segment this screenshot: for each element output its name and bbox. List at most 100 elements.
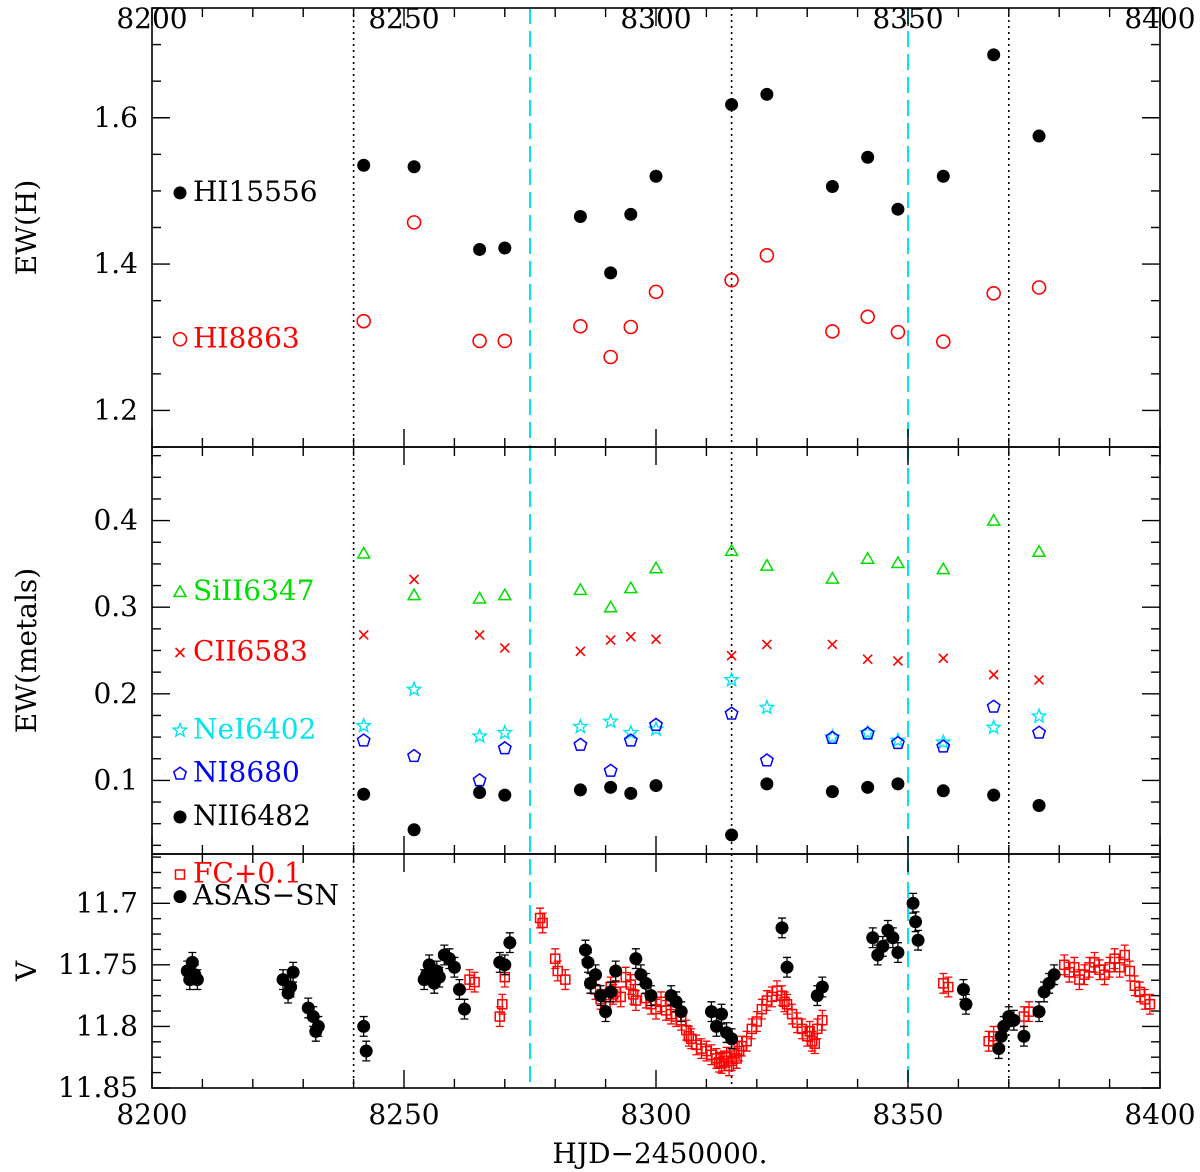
marker-shape (1031, 544, 1047, 558)
marker-shape (936, 784, 950, 798)
marker-shape (630, 995, 642, 1006)
marker-shape (751, 1016, 763, 1027)
marker-shape (573, 737, 588, 751)
data-point (1032, 799, 1046, 813)
marker-shape (759, 753, 774, 767)
data-point (934, 733, 952, 750)
marker-shape (1114, 962, 1125, 973)
data-point (741, 1035, 752, 1047)
data-point (759, 753, 774, 767)
data-point (759, 248, 775, 263)
data-point (861, 780, 875, 794)
data-point (581, 955, 595, 969)
data-point (625, 631, 636, 642)
marker-shape (311, 1019, 325, 1033)
marker-shape (407, 160, 421, 174)
marker-shape (648, 560, 664, 574)
marker-shape (622, 723, 640, 741)
data-point (560, 974, 571, 985)
x-tick-label-top: 8300 (620, 2, 691, 35)
marker-shape (891, 946, 905, 960)
data-point (648, 560, 664, 574)
data-point (357, 1019, 371, 1033)
data-point (986, 286, 1001, 301)
marker-shape (286, 965, 300, 979)
marker-shape (909, 915, 923, 929)
error-bar (1145, 993, 1154, 1015)
data-point (890, 324, 906, 340)
marker-shape (731, 1053, 742, 1064)
marker-shape (724, 543, 739, 557)
marker-shape (890, 324, 906, 340)
marker-shape (1031, 725, 1047, 739)
marker-shape (624, 207, 638, 221)
marker-shape (986, 699, 1001, 713)
data-point (498, 241, 512, 255)
marker-shape (779, 996, 790, 1008)
series-FC+0.1 (464, 907, 1156, 1077)
marker-shape (432, 970, 446, 984)
legend-label: SiII6347 (193, 574, 315, 607)
data-point (724, 272, 739, 288)
data-point (683, 1031, 695, 1042)
marker-shape (473, 242, 487, 256)
data-point (432, 970, 446, 984)
marker-shape (457, 1002, 471, 1016)
series-NI8680 (356, 699, 1047, 787)
marker-shape (173, 810, 187, 824)
axis-ticks: 1.2 1.4 1.6 EW(H) 0.1 0.2 0.3 0.4 EW(metals) 11.7… (10, 2, 1196, 1131)
marker-shape (936, 169, 950, 183)
marker-shape (497, 587, 513, 601)
marker-shape (603, 349, 618, 365)
data-point (825, 730, 840, 744)
data-point (549, 953, 561, 964)
data-point (473, 786, 487, 800)
data-point (497, 587, 513, 601)
marker-shape (581, 955, 595, 969)
marker-shape (573, 318, 588, 334)
data-point (358, 629, 369, 640)
data-point (943, 981, 954, 993)
data-point (862, 654, 873, 665)
data-point (649, 169, 663, 183)
x-tick-label-top: 8350 (872, 2, 943, 35)
data-point (725, 1032, 739, 1046)
marker-shape (724, 272, 739, 288)
marker-shape (497, 740, 512, 755)
data-point (817, 1015, 828, 1026)
data-point (497, 740, 512, 755)
x-tick-label-bottom: 8400 (1124, 1098, 1195, 1131)
marker-shape (815, 980, 829, 994)
marker-shape (190, 973, 204, 987)
marker-shape (615, 991, 626, 1003)
data-point (775, 921, 789, 935)
marker-shape (886, 931, 900, 945)
reference-lines (352, 8, 1010, 1088)
data-point (185, 955, 199, 969)
data-point (573, 737, 588, 751)
data-point (498, 788, 512, 802)
marker-shape (174, 869, 186, 880)
data-point (891, 202, 905, 216)
data-point (589, 968, 603, 982)
error-bar (818, 1009, 827, 1031)
data-point (860, 309, 875, 325)
data-point (469, 976, 480, 988)
data-point (494, 1011, 506, 1022)
marker-shape (625, 631, 636, 642)
data-point (599, 1005, 613, 1019)
data-point (602, 712, 620, 729)
error-bar (1125, 960, 1134, 982)
marker-shape (172, 584, 188, 598)
data-point (758, 698, 776, 715)
marker-shape (575, 646, 586, 657)
marker-shape (623, 733, 638, 747)
data-point (886, 931, 900, 945)
marker-shape (639, 976, 653, 990)
data-point (1030, 707, 1048, 724)
x-tick-label-bottom: 8250 (368, 1098, 439, 1131)
marker-shape (604, 780, 618, 794)
marker-shape (649, 779, 663, 793)
marker-shape (357, 1019, 371, 1033)
data-point (405, 680, 423, 697)
